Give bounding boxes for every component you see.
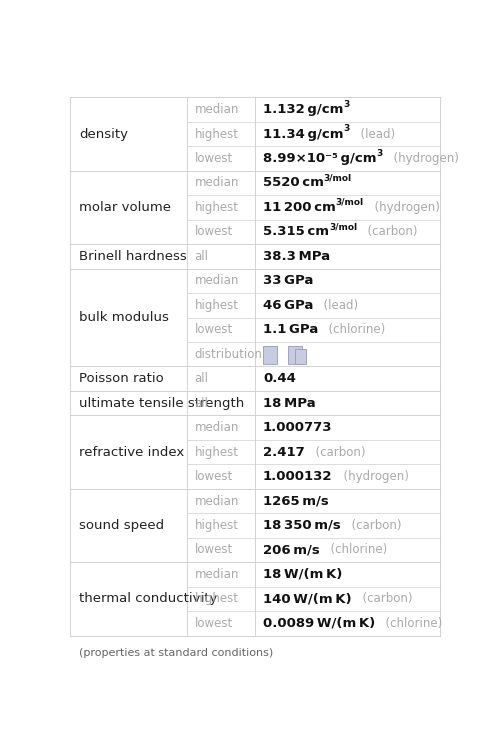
Text: 206 m/s: 206 m/s — [263, 544, 320, 557]
Text: lowest: lowest — [194, 226, 233, 238]
Text: 3/mol: 3/mol — [329, 222, 357, 231]
Text: (lead): (lead) — [353, 128, 395, 140]
Text: 3: 3 — [344, 124, 350, 133]
Text: bulk modulus: bulk modulus — [79, 311, 169, 324]
Text: 1.000773: 1.000773 — [263, 421, 333, 434]
Text: (carbon): (carbon) — [344, 519, 401, 532]
Text: (chlorine): (chlorine) — [321, 323, 385, 336]
Text: 3/mol: 3/mol — [336, 197, 364, 207]
Text: median: median — [194, 495, 239, 507]
Text: (hydrogen): (hydrogen) — [367, 201, 440, 214]
Text: all: all — [194, 372, 209, 385]
Text: molar volume: molar volume — [79, 201, 171, 214]
Text: 18 MPa: 18 MPa — [263, 397, 316, 409]
Text: all: all — [194, 397, 209, 409]
Text: ultimate tensile strength: ultimate tensile strength — [79, 397, 245, 409]
Text: 18 W/(m K): 18 W/(m K) — [263, 568, 342, 581]
Text: median: median — [194, 421, 239, 434]
Text: sound speed: sound speed — [79, 519, 164, 532]
Bar — [288, 346, 302, 365]
Text: 18 350 m/s: 18 350 m/s — [263, 519, 341, 532]
Text: lowest: lowest — [194, 323, 233, 336]
Text: 3: 3 — [376, 149, 383, 158]
Text: 1.1 GPa: 1.1 GPa — [263, 323, 318, 336]
Text: 0.44: 0.44 — [263, 372, 296, 385]
Text: thermal conductivity: thermal conductivity — [79, 592, 218, 605]
Text: 8.99×10⁻⁵ g/cm: 8.99×10⁻⁵ g/cm — [263, 152, 376, 165]
Text: highest: highest — [194, 299, 239, 311]
Text: lowest: lowest — [194, 544, 233, 557]
Text: 140 W/(m K): 140 W/(m K) — [263, 592, 352, 605]
Text: Poisson ratio: Poisson ratio — [79, 372, 164, 385]
Text: median: median — [194, 103, 239, 116]
Text: (carbon): (carbon) — [360, 226, 418, 238]
Text: highest: highest — [194, 201, 239, 214]
Text: (carbon): (carbon) — [308, 445, 366, 459]
Text: (chlorine): (chlorine) — [323, 544, 387, 557]
Text: (lead): (lead) — [316, 299, 359, 311]
Text: all: all — [194, 249, 209, 263]
Text: lowest: lowest — [194, 470, 233, 483]
Text: lowest: lowest — [194, 617, 233, 630]
Text: (hydrogen): (hydrogen) — [336, 470, 408, 483]
Text: highest: highest — [194, 445, 239, 459]
Text: median: median — [194, 274, 239, 288]
Text: distribution: distribution — [194, 347, 262, 361]
Text: 3: 3 — [343, 99, 350, 109]
Text: 46 GPa: 46 GPa — [263, 299, 313, 311]
Text: 2.417: 2.417 — [263, 445, 305, 459]
Bar — [295, 349, 306, 365]
Text: refractive index: refractive index — [79, 445, 185, 459]
Text: 38.3 MPa: 38.3 MPa — [263, 249, 330, 263]
Text: 11.34 g/cm: 11.34 g/cm — [263, 128, 344, 140]
Text: 1265 m/s: 1265 m/s — [263, 495, 329, 507]
Text: 3/mol: 3/mol — [324, 173, 352, 182]
Text: 11 200 cm: 11 200 cm — [263, 201, 336, 214]
Text: 5.315 cm: 5.315 cm — [263, 226, 329, 238]
Text: Brinell hardness: Brinell hardness — [79, 249, 187, 263]
Text: lowest: lowest — [194, 152, 233, 165]
Bar — [263, 346, 277, 365]
Text: density: density — [79, 128, 128, 140]
Text: (properties at standard conditions): (properties at standard conditions) — [79, 648, 273, 658]
Text: (hydrogen): (hydrogen) — [386, 152, 459, 165]
Text: (carbon): (carbon) — [355, 592, 412, 605]
Text: highest: highest — [194, 128, 239, 140]
Text: 5520 cm: 5520 cm — [263, 176, 324, 190]
Text: 1.132 g/cm: 1.132 g/cm — [263, 103, 343, 116]
Text: highest: highest — [194, 592, 239, 605]
Text: median: median — [194, 568, 239, 581]
Text: highest: highest — [194, 519, 239, 532]
Text: median: median — [194, 176, 239, 190]
Text: 33 GPa: 33 GPa — [263, 274, 313, 288]
Text: 0.0089 W/(m K): 0.0089 W/(m K) — [263, 617, 375, 630]
Text: 1.000132: 1.000132 — [263, 470, 333, 483]
Text: (chlorine): (chlorine) — [378, 617, 443, 630]
